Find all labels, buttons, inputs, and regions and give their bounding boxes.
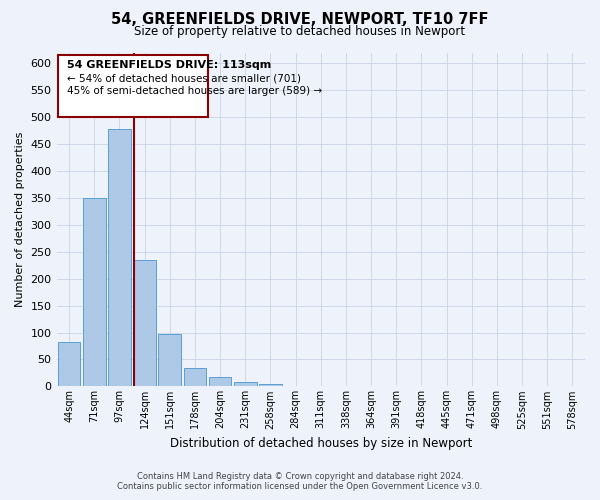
X-axis label: Distribution of detached houses by size in Newport: Distribution of detached houses by size … bbox=[170, 437, 472, 450]
Bar bbox=[58, 342, 80, 386]
Text: 45% of semi-detached houses are larger (589) →: 45% of semi-detached houses are larger (… bbox=[67, 86, 322, 96]
Text: Contains HM Land Registry data © Crown copyright and database right 2024.: Contains HM Land Registry data © Crown c… bbox=[137, 472, 463, 481]
Bar bbox=[184, 368, 206, 386]
Bar bbox=[133, 260, 156, 386]
Text: Size of property relative to detached houses in Newport: Size of property relative to detached ho… bbox=[134, 25, 466, 38]
Text: ← 54% of detached houses are smaller (701): ← 54% of detached houses are smaller (70… bbox=[67, 74, 301, 84]
Bar bbox=[83, 198, 106, 386]
Bar bbox=[158, 334, 181, 386]
Text: Contains public sector information licensed under the Open Government Licence v3: Contains public sector information licen… bbox=[118, 482, 482, 491]
Y-axis label: Number of detached properties: Number of detached properties bbox=[15, 132, 25, 307]
Text: 54 GREENFIELDS DRIVE: 113sqm: 54 GREENFIELDS DRIVE: 113sqm bbox=[67, 60, 271, 70]
Bar bbox=[108, 129, 131, 386]
Bar bbox=[259, 384, 282, 386]
Text: 54, GREENFIELDS DRIVE, NEWPORT, TF10 7FF: 54, GREENFIELDS DRIVE, NEWPORT, TF10 7FF bbox=[111, 12, 489, 28]
Bar bbox=[209, 376, 232, 386]
Bar bbox=[234, 382, 257, 386]
